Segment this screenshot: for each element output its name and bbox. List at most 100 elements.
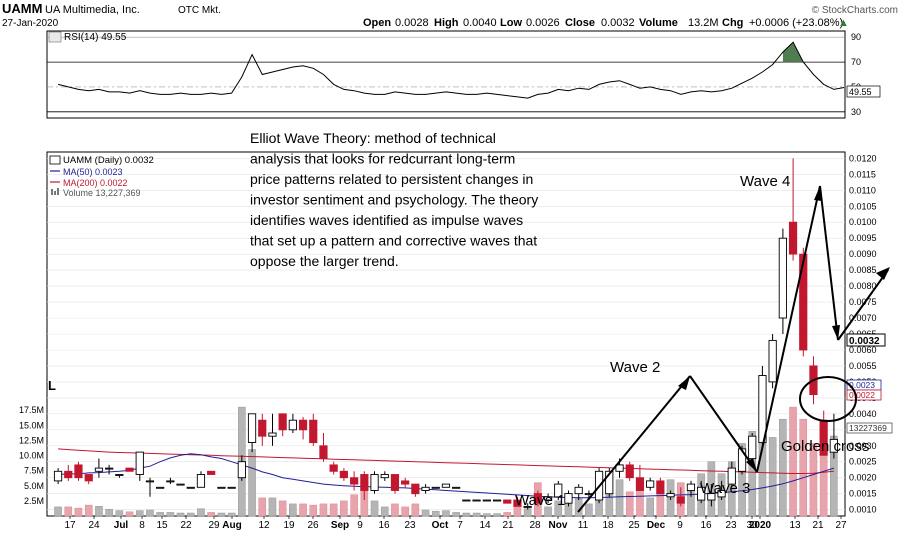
candle-body [778,237,787,319]
volume-bar [401,506,409,517]
volume-tick-label: 2.5M [24,496,44,506]
rsi-value-tag-box [846,85,881,98]
x-tick-label: 30 [746,520,758,531]
candle [166,477,175,485]
candle [298,417,308,440]
x-tick-label: 23 [725,520,737,531]
volume-bar [799,418,808,517]
rsi-tick-label: 30 [851,107,861,117]
candle [217,486,226,489]
volume-value: 13.2M [688,17,719,29]
volume-bar [278,500,287,517]
volume-bar [585,503,593,517]
candle [309,413,318,446]
candle-body [380,474,389,479]
volume-bar [95,506,103,517]
candle-body [492,499,502,502]
candle [288,413,297,433]
price-tick-label: 0.0100 [849,217,877,227]
volume-bar [544,506,552,517]
volume-bar [258,497,267,517]
candle [64,464,73,481]
candle-body [186,486,195,489]
price-tick-label: 0.0040 [849,409,877,419]
candle [574,484,583,500]
legend-ma50: MA(50) 0.0023 [63,167,123,177]
price-tick-label: 0.0120 [849,153,877,163]
candle [441,483,451,488]
volume-tick-label: 5.0M [24,481,44,491]
candle [145,477,155,497]
volume-bar [156,512,164,517]
volume-axis: 17.5M 15.0M 12.5M 10.0M 7.5M 5.0M 2.5M [19,405,44,506]
candle [115,474,124,478]
wave1-arrowhead-icon [678,376,690,390]
candle-body [635,477,645,491]
volume-bar [768,437,777,517]
price-tick-label: 0.0090 [849,249,877,259]
candle-body [298,419,308,431]
x-tick-label: 8 [139,520,145,531]
candle-body [543,496,553,501]
wave4-arrowhead-icon [832,325,840,340]
candle [380,471,389,481]
volume-bar [299,503,307,517]
close-value: 0.0032 [601,17,635,29]
change-up-icon: ▲ [838,17,849,29]
legend-price: UAMM (Daily) 0.0032 [63,155,154,166]
candle [421,484,430,494]
candle-body [74,464,83,479]
candle-body [319,445,328,460]
candle [472,499,481,502]
candle-body [441,483,451,488]
candle [554,480,563,500]
volume-bar [442,510,450,517]
wave2-arrow [689,375,758,473]
rsi-legend: RSI(14) 49.55 [64,32,127,43]
volume-tick-label: 7.5M [24,466,44,476]
price-tick-label: 0.0030 [849,441,877,451]
candle-body [717,490,726,498]
x-tick-label: Nov [549,520,568,531]
candle-body [748,435,757,460]
volume-bar [268,497,277,517]
rsi-grid [47,36,845,113]
volume-bar [176,512,185,517]
legend-ma200: MA(200) 0.0022 [63,178,128,188]
candle-body [768,339,777,383]
volume-bar [166,512,175,517]
ma50-tag: 0.0023 [849,380,875,390]
candle [84,474,93,485]
high-label: High [434,17,459,29]
open-label: Open [363,17,391,29]
annotations: Elliot Wave Theory: method of technical a… [250,130,890,513]
volume-bar [248,449,256,517]
candle [503,499,512,504]
price-tick-label: 0.0080 [849,281,877,291]
candle-body [166,480,175,483]
candle-body [421,486,430,491]
x-tick-label: 16 [378,520,390,531]
high-value: 0.0040 [463,17,497,29]
x-tick-label: 23 [404,520,416,531]
volume-bar [105,509,113,517]
candle-body [135,451,144,475]
candle-body [503,499,512,504]
x-tick-label: 24 [88,520,100,531]
candle [646,477,655,491]
open-value: 0.0028 [395,17,429,29]
volume-bar [289,503,297,517]
candle [339,468,348,481]
candle-body [360,474,369,491]
volume-bar [207,512,215,517]
candle-body [411,483,420,495]
candle [360,471,369,500]
candle-body [309,419,318,444]
rsi-ticks: 90705030 [851,32,861,117]
change-value: +0.0006 (+23.08%) [749,17,843,29]
volume-tick-label: 10.0M [19,451,44,461]
wave3-label: Wave 3 [700,480,750,497]
volume-bar [391,503,399,517]
volume-tag-box [846,422,893,434]
